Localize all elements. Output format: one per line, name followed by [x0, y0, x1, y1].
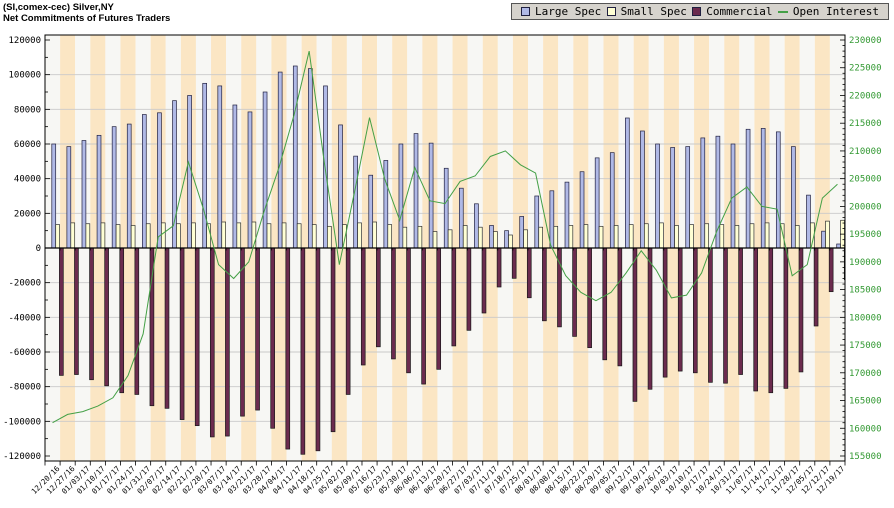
svg-text:-80000: -80000 — [8, 383, 41, 393]
legend-item-small-spec: Small Spec — [606, 5, 687, 18]
svg-text:-120000: -120000 — [3, 452, 41, 462]
chart-header: (SI,comex-cec) Silver,NY Net Commitments… — [3, 2, 170, 24]
bars-commercial — [59, 247, 845, 455]
legend: Large Spec Small Spec Commercial Open In… — [511, 3, 889, 20]
legend-label-open-interest: Open Interest — [792, 5, 879, 18]
svg-text:0: 0 — [36, 244, 41, 254]
svg-text:-20000: -20000 — [8, 279, 41, 289]
svg-text:220000: 220000 — [849, 91, 882, 101]
svg-text:225000: 225000 — [849, 64, 882, 74]
legend-label-small-spec: Small Spec — [620, 5, 687, 18]
svg-text:165000: 165000 — [849, 397, 882, 407]
svg-text:155000: 155000 — [849, 452, 882, 462]
commercial-swatch-icon — [692, 7, 702, 16]
legend-label-large-spec: Large Spec — [535, 5, 602, 18]
x-axis-ticks — [44, 461, 846, 466]
symbol-title: (SI,comex-cec) Silver,NY — [3, 2, 114, 13]
svg-text:100000: 100000 — [8, 71, 41, 81]
legend-item-commercial: Commercial — [692, 5, 772, 18]
right-axis-labels: 230000 225000 220000 215000 210000 205000 2000… — [849, 36, 882, 462]
svg-text:160000: 160000 — [849, 424, 882, 434]
svg-text:170000: 170000 — [849, 369, 882, 379]
svg-text:120000: 120000 — [8, 36, 41, 46]
svg-text:20000: 20000 — [14, 209, 41, 219]
svg-text:80000: 80000 — [14, 105, 41, 115]
svg-text:-100000: -100000 — [3, 417, 41, 427]
svg-text:175000: 175000 — [849, 341, 882, 351]
svg-text:215000: 215000 — [849, 119, 882, 129]
large-spec-swatch-icon — [521, 7, 530, 16]
left-axis-labels: 120000 100000 80000 60000 40000 20000 0 -20000 -… — [3, 36, 41, 462]
legend-item-large-spec: Large Spec — [521, 5, 601, 18]
legend-item-open-interest: Open Interest — [777, 5, 879, 18]
right-axis-ticks — [840, 39, 845, 457]
x-axis-labels: 12/20/1612/27/1601/03/1701/10/1701/17/17… — [30, 464, 847, 496]
left-axis-ticks — [45, 39, 50, 457]
svg-text:210000: 210000 — [849, 147, 882, 157]
svg-text:190000: 190000 — [849, 258, 882, 268]
open-interest-line — [52, 50, 838, 424]
svg-text:195000: 195000 — [849, 230, 882, 240]
svg-text:185000: 185000 — [849, 286, 882, 296]
svg-text:180000: 180000 — [849, 313, 882, 323]
svg-text:-60000: -60000 — [8, 348, 41, 358]
svg-text:-40000: -40000 — [8, 313, 41, 323]
small-spec-swatch-icon — [606, 7, 616, 16]
svg-text:230000: 230000 — [849, 36, 882, 46]
svg-text:200000: 200000 — [849, 202, 882, 212]
chart-title: Net Commitments of Futures Traders — [3, 13, 171, 24]
svg-text:40000: 40000 — [14, 175, 41, 185]
svg-text:205000: 205000 — [849, 175, 882, 185]
open-interest-line-icon — [777, 10, 788, 13]
legend-label-commercial: Commercial — [706, 5, 773, 18]
svg-text:60000: 60000 — [14, 140, 41, 150]
